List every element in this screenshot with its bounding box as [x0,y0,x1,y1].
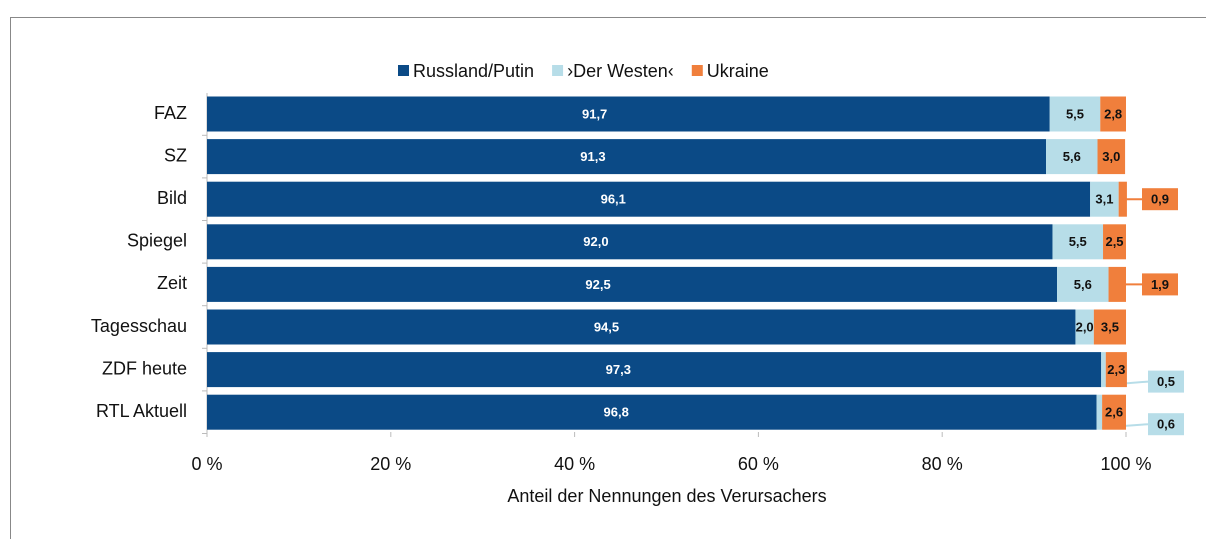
y-tick-label: Tagesschau [91,316,187,336]
x-tick-label: 20 % [370,454,411,474]
value-label: 5,6 [1074,277,1092,292]
value-label: 97,3 [606,362,631,377]
bar-segment [207,139,1047,175]
value-label: 92,0 [583,234,608,249]
x-tick-label: 40 % [554,454,595,474]
chart-frame [10,17,1206,539]
bar-segment [1097,139,1126,175]
legend-swatch [398,65,409,76]
x-tick-label: 0 % [191,454,222,474]
value-label: 2,8 [1104,106,1122,121]
value-label: 1,9 [1151,277,1169,292]
bar-segment [1102,394,1126,430]
bar-segment [1049,96,1101,132]
value-label: 5,5 [1066,106,1084,121]
bar-segment [1096,394,1103,430]
bar-segment [1052,224,1104,260]
callout-box [1148,370,1184,393]
bar-segment [1057,266,1109,302]
bar-segment [207,96,1050,132]
value-label: 2,0 [1076,319,1094,334]
y-tick-label: FAZ [154,103,187,123]
y-tick-label: SZ [164,145,187,165]
y-tick-label: Bild [157,188,187,208]
callout-box [1148,413,1184,436]
value-label: 94,5 [594,319,619,334]
x-axis-label: Anteil der Nennungen des Verursachers [507,486,826,506]
value-label: 0,5 [1157,374,1175,389]
value-label: 2,5 [1105,234,1123,249]
value-label: 5,5 [1069,234,1087,249]
value-label: 2,3 [1107,362,1125,377]
callout-box [1142,273,1178,296]
x-tick-label: 100 % [1100,454,1151,474]
value-label: 96,8 [604,405,629,420]
value-label: 2,6 [1105,405,1123,420]
bar-segment [207,224,1053,260]
value-label: 3,1 [1095,192,1113,207]
value-label: 0,9 [1151,192,1169,207]
y-tick-label: Zeit [157,273,187,293]
bar-segment [207,309,1076,345]
value-label: 96,1 [601,192,626,207]
value-label: 0,6 [1157,417,1175,432]
bar-segment [1090,181,1119,217]
callout-box [1142,188,1178,211]
y-tick-label: RTL Aktuell [96,401,187,421]
legend-swatch [691,65,703,76]
value-label: 91,7 [582,106,607,121]
bar-segment [207,352,1102,388]
legend-label: Ukraine [707,61,769,81]
value-label: 3,0 [1102,149,1120,164]
value-label: 92,5 [585,277,610,292]
bar-segment [207,266,1058,302]
bar-segment [1101,352,1106,388]
legend-label: Russland/Putin [413,61,534,81]
legend-swatch [552,65,564,76]
bar-segment [1100,96,1126,132]
y-tick-label: Spiegel [127,231,187,251]
x-tick-label: 80 % [922,454,963,474]
value-label: 91,3 [580,149,605,164]
bar-segment [1093,309,1126,345]
bar-segment [207,181,1091,217]
bar-segment [207,394,1097,430]
bar-segment [1046,139,1098,175]
x-tick-label: 60 % [738,454,779,474]
bar-segment [1103,224,1126,260]
y-tick-label: ZDF heute [102,358,187,378]
value-label: 3,5 [1101,319,1119,334]
legend-label: ›Der Westen‹ [567,61,674,81]
bar-segment [1105,352,1127,388]
bar-segment [1075,309,1094,345]
value-label: 5,6 [1063,149,1081,164]
